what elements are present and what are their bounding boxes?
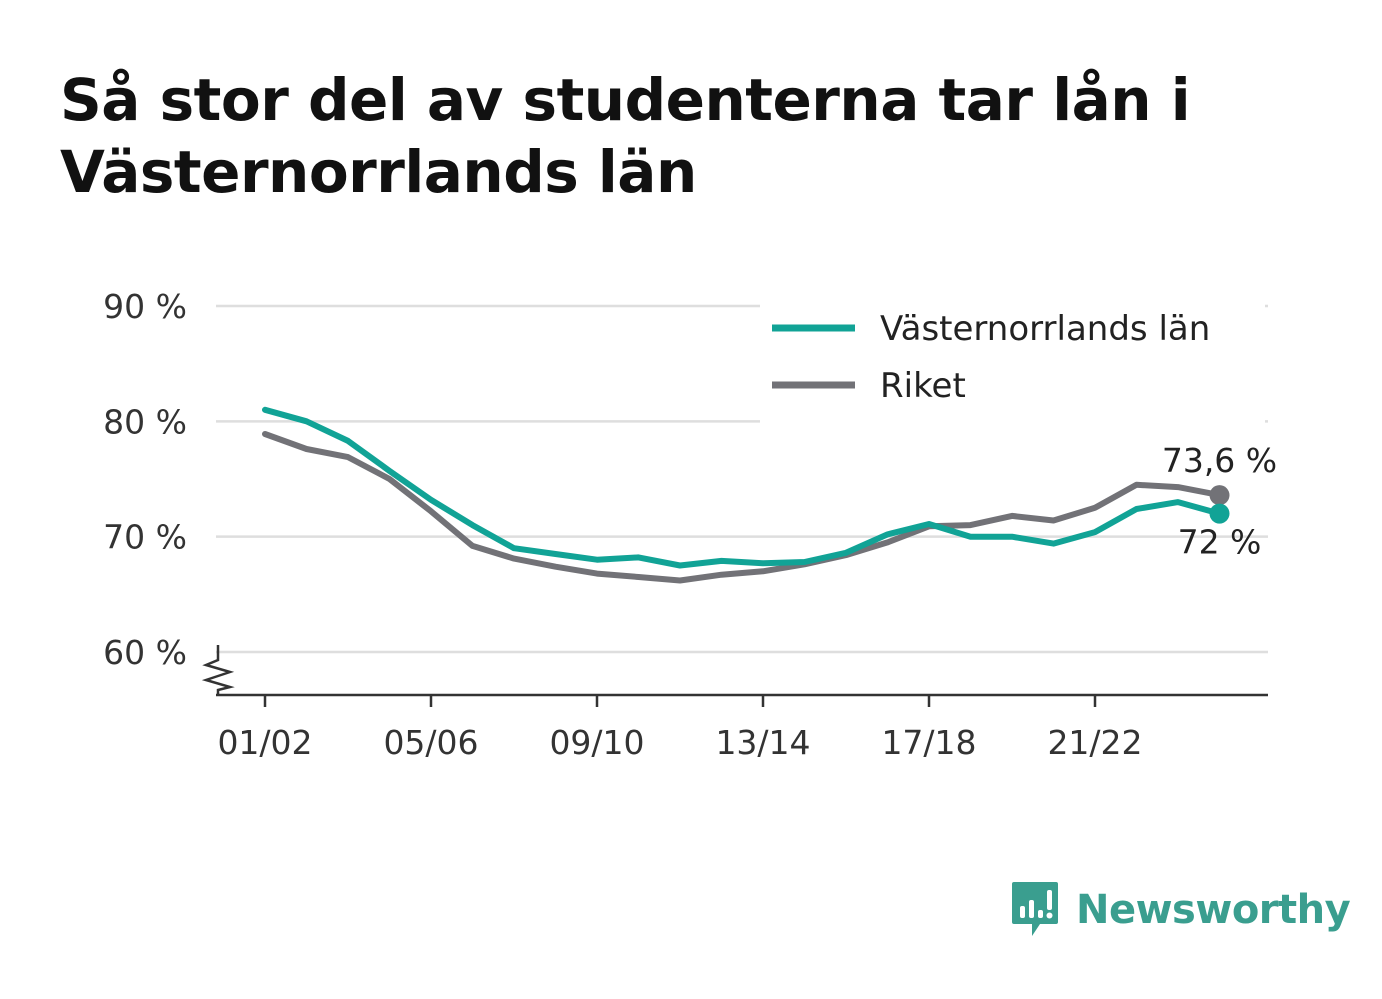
chart-title: Så stor del av studenterna tar lån i Väs… xyxy=(60,66,1191,206)
brand-logo: Newsworthy xyxy=(1010,878,1351,942)
series-line xyxy=(262,406,1223,569)
x-tick-label: 21/22 xyxy=(1047,723,1142,762)
legend: Västernorrlands län Riket xyxy=(760,300,1265,424)
x-axis-tick-labels: 01/02 05/06 09/10 13/14 17/18 21/22 xyxy=(217,723,1142,762)
end-value-labels: 73,6 % 72 % xyxy=(1162,441,1277,561)
series-lines xyxy=(262,406,1230,584)
axis-break-icon xyxy=(201,645,235,695)
legend-label: Riket xyxy=(880,366,966,406)
y-tick-label: 80 % xyxy=(103,402,187,441)
series-end-point xyxy=(1209,485,1230,506)
newsworthy-logo-icon xyxy=(1012,882,1058,936)
x-tick-label: 01/02 xyxy=(217,723,312,762)
x-tick-label: 13/14 xyxy=(715,723,810,762)
y-tick-label: 90 % xyxy=(103,287,187,326)
series-end-point xyxy=(1209,503,1230,524)
x-axis xyxy=(201,645,1268,707)
brand-name: Newsworthy xyxy=(1076,887,1351,933)
end-label-vasternorrland: 72 % xyxy=(1178,523,1262,562)
y-axis-tick-labels: 60 % 70 % 80 % 90 % xyxy=(103,287,187,672)
y-tick-label: 60 % xyxy=(103,633,187,672)
series-line xyxy=(262,431,1223,584)
x-tick-label: 09/10 xyxy=(549,723,644,762)
legend-background xyxy=(760,300,1265,424)
y-tick-label: 70 % xyxy=(103,518,187,557)
end-label-riket: 73,6 % xyxy=(1162,441,1277,480)
x-tick-label: 17/18 xyxy=(881,723,976,762)
legend-label: Västernorrlands län xyxy=(880,309,1210,349)
x-tick-label: 05/06 xyxy=(383,723,478,762)
